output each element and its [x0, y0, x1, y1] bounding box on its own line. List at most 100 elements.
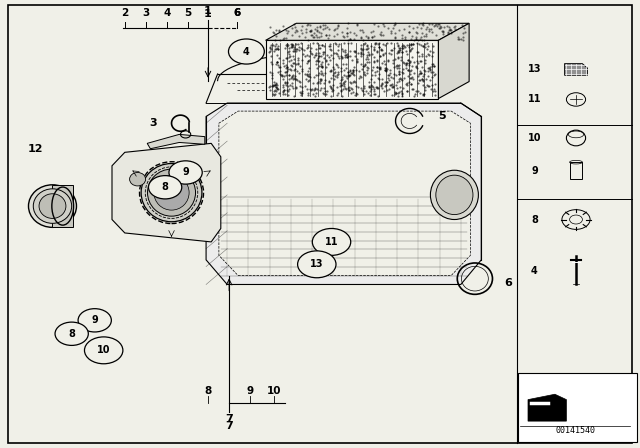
Point [325, 43, 335, 50]
Point [393, 90, 403, 97]
Point [301, 44, 312, 52]
Point [325, 56, 335, 64]
Text: 10: 10 [527, 133, 541, 143]
Point [309, 87, 319, 94]
Point [395, 45, 405, 52]
Point [340, 52, 350, 59]
Point [390, 81, 401, 88]
Point [375, 53, 385, 60]
Point [392, 78, 403, 86]
Point [301, 75, 312, 82]
Point [293, 40, 303, 47]
Point [395, 74, 405, 82]
Point [376, 81, 387, 88]
Text: 7: 7 [225, 414, 233, 424]
Point [340, 46, 351, 53]
Point [314, 42, 324, 49]
Point [369, 43, 380, 51]
Point [399, 35, 410, 43]
Point [298, 65, 308, 72]
Point [279, 63, 289, 70]
Point [329, 75, 339, 82]
Point [355, 26, 365, 33]
Circle shape [148, 176, 182, 199]
Point [325, 93, 335, 100]
Point [387, 83, 397, 90]
Point [417, 50, 427, 57]
Point [346, 69, 356, 77]
Ellipse shape [141, 164, 202, 222]
Point [406, 46, 416, 53]
Point [348, 70, 358, 77]
Point [381, 66, 391, 73]
Point [390, 34, 400, 41]
Point [337, 73, 347, 80]
Point [425, 77, 435, 84]
Point [429, 62, 440, 69]
Point [388, 83, 399, 90]
Point [428, 22, 438, 30]
Point [407, 54, 417, 61]
Point [342, 54, 352, 61]
Point [374, 52, 385, 59]
Point [445, 27, 455, 34]
Point [288, 52, 298, 60]
Point [332, 60, 342, 68]
Point [378, 31, 388, 39]
Point [270, 81, 280, 88]
Point [266, 41, 276, 48]
Point [381, 78, 392, 86]
Point [330, 73, 340, 80]
Point [423, 73, 433, 80]
Point [264, 49, 274, 56]
Point [264, 83, 274, 90]
Point [424, 20, 434, 27]
Point [310, 86, 320, 93]
Point [457, 22, 467, 29]
Point [303, 42, 314, 49]
Point [366, 76, 376, 83]
Point [419, 91, 429, 98]
Point [314, 28, 324, 35]
Point [316, 76, 326, 83]
Point [303, 21, 314, 28]
Point [280, 45, 290, 52]
Point [356, 84, 366, 91]
Point [376, 82, 386, 89]
Point [346, 90, 356, 97]
Point [278, 57, 288, 64]
Point [397, 66, 408, 73]
Point [287, 85, 298, 92]
Point [276, 71, 287, 78]
Point [317, 22, 328, 29]
Point [350, 47, 360, 54]
Point [340, 49, 350, 56]
Circle shape [312, 228, 351, 255]
Point [365, 92, 375, 99]
Point [417, 41, 427, 48]
Point [399, 74, 409, 82]
Point [392, 48, 403, 56]
Text: 4: 4 [163, 9, 171, 18]
Point [333, 40, 344, 47]
Point [361, 87, 371, 95]
Point [271, 87, 281, 95]
Point [298, 46, 308, 53]
Point [383, 85, 394, 92]
Point [392, 64, 402, 71]
Point [397, 31, 408, 39]
Point [314, 62, 324, 69]
Bar [570, 162, 582, 179]
Point [369, 53, 380, 60]
Point [397, 93, 407, 100]
Point [297, 83, 307, 90]
Point [378, 40, 388, 47]
Text: 9: 9 [182, 168, 189, 177]
Point [376, 32, 386, 39]
Polygon shape [266, 23, 469, 40]
Point [304, 77, 314, 84]
Point [412, 30, 422, 37]
Point [367, 27, 378, 34]
Point [387, 28, 397, 35]
Point [286, 61, 296, 69]
